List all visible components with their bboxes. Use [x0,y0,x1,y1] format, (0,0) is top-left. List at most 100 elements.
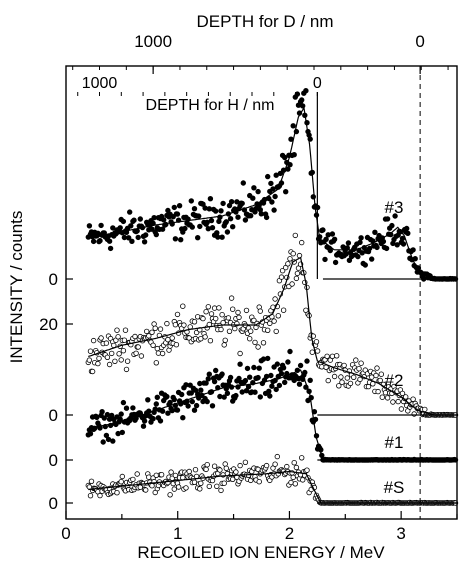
data-point [146,474,152,480]
data-point [178,391,185,398]
data-point [339,379,345,385]
inner-axis-label: DEPTH for H / nm [146,97,275,114]
data-point [285,359,291,365]
data-point [158,472,165,478]
data-point [141,239,148,245]
data-point [87,348,94,354]
data-point [263,462,270,469]
data-point [384,216,391,222]
data-point [141,418,148,424]
data-point [331,373,338,380]
data-point [200,315,206,322]
data-point [271,207,277,213]
data-point [223,465,229,471]
data-point [154,345,160,352]
plot-frame [65,65,458,520]
data-point [182,225,188,232]
data-point [219,312,225,318]
data-point [291,460,297,466]
data-point [112,358,118,364]
data-point [250,195,256,201]
data-point [153,231,159,238]
data-point [203,309,209,315]
data-point [233,392,239,399]
data-point [274,453,280,460]
data-point [403,394,409,400]
data-point [131,217,137,223]
data-point [203,466,209,473]
data-point [240,180,246,186]
data-point [205,376,211,382]
data-point [331,236,338,242]
data-point [187,324,193,330]
data-point [369,256,375,262]
data-point [120,348,127,354]
data-point [169,335,175,341]
data-point [263,373,270,380]
series-label: #2 [385,371,404,390]
fit-lines-layer: #3 #2 #1 #S [88,106,457,504]
data-point [351,374,357,380]
data-point [124,358,131,364]
data-point [233,469,239,475]
data-point [265,173,271,180]
data-point [217,467,223,473]
data-point [304,358,310,364]
data-point [88,478,95,484]
data-point [228,198,235,205]
data-point [218,326,224,333]
data-point [379,394,385,400]
data-point [192,467,199,473]
data-point [172,322,179,328]
data-point [277,170,284,177]
data-points-layer [85,87,459,506]
data-point [299,239,305,246]
data-point [237,361,243,367]
top-tick-label: 1000 [134,32,172,51]
data-point [345,240,352,246]
data-point [271,318,277,324]
data-point [185,403,191,409]
data-point [309,349,315,355]
x-tick-label: 1 [173,524,182,543]
data-point [153,360,159,366]
data-point [290,123,296,129]
data-point [279,268,286,274]
data-point [327,247,333,254]
data-point [355,253,361,260]
top-axis-label: DEPTH for D / nm [197,12,334,31]
data-point [157,326,164,332]
data-point [94,414,100,420]
data-point [247,328,254,334]
data-point [384,395,391,401]
data-point [164,320,170,327]
data-point [405,230,411,236]
data-point [221,394,227,400]
data-point [267,393,273,399]
data-point [329,353,336,359]
data-point [422,406,428,413]
data-point [256,365,262,371]
data-point [198,480,204,486]
data-point [222,461,228,467]
data-point [197,486,203,492]
data-point [274,361,280,367]
data-point [128,223,134,229]
data-point [208,311,215,317]
data-point [100,439,106,445]
data-point [164,393,170,400]
data-point [300,103,306,109]
data-point [183,485,189,491]
data-point [272,461,278,467]
data-point [209,477,216,484]
data-point [126,209,133,215]
data-point [255,344,261,350]
data-point [258,211,264,217]
data-point [299,97,305,103]
series-label: #3 [385,198,404,217]
data-point [167,399,173,406]
data-point [103,340,110,346]
data-point [380,238,387,245]
data-point [246,374,253,380]
data-point [236,314,242,321]
